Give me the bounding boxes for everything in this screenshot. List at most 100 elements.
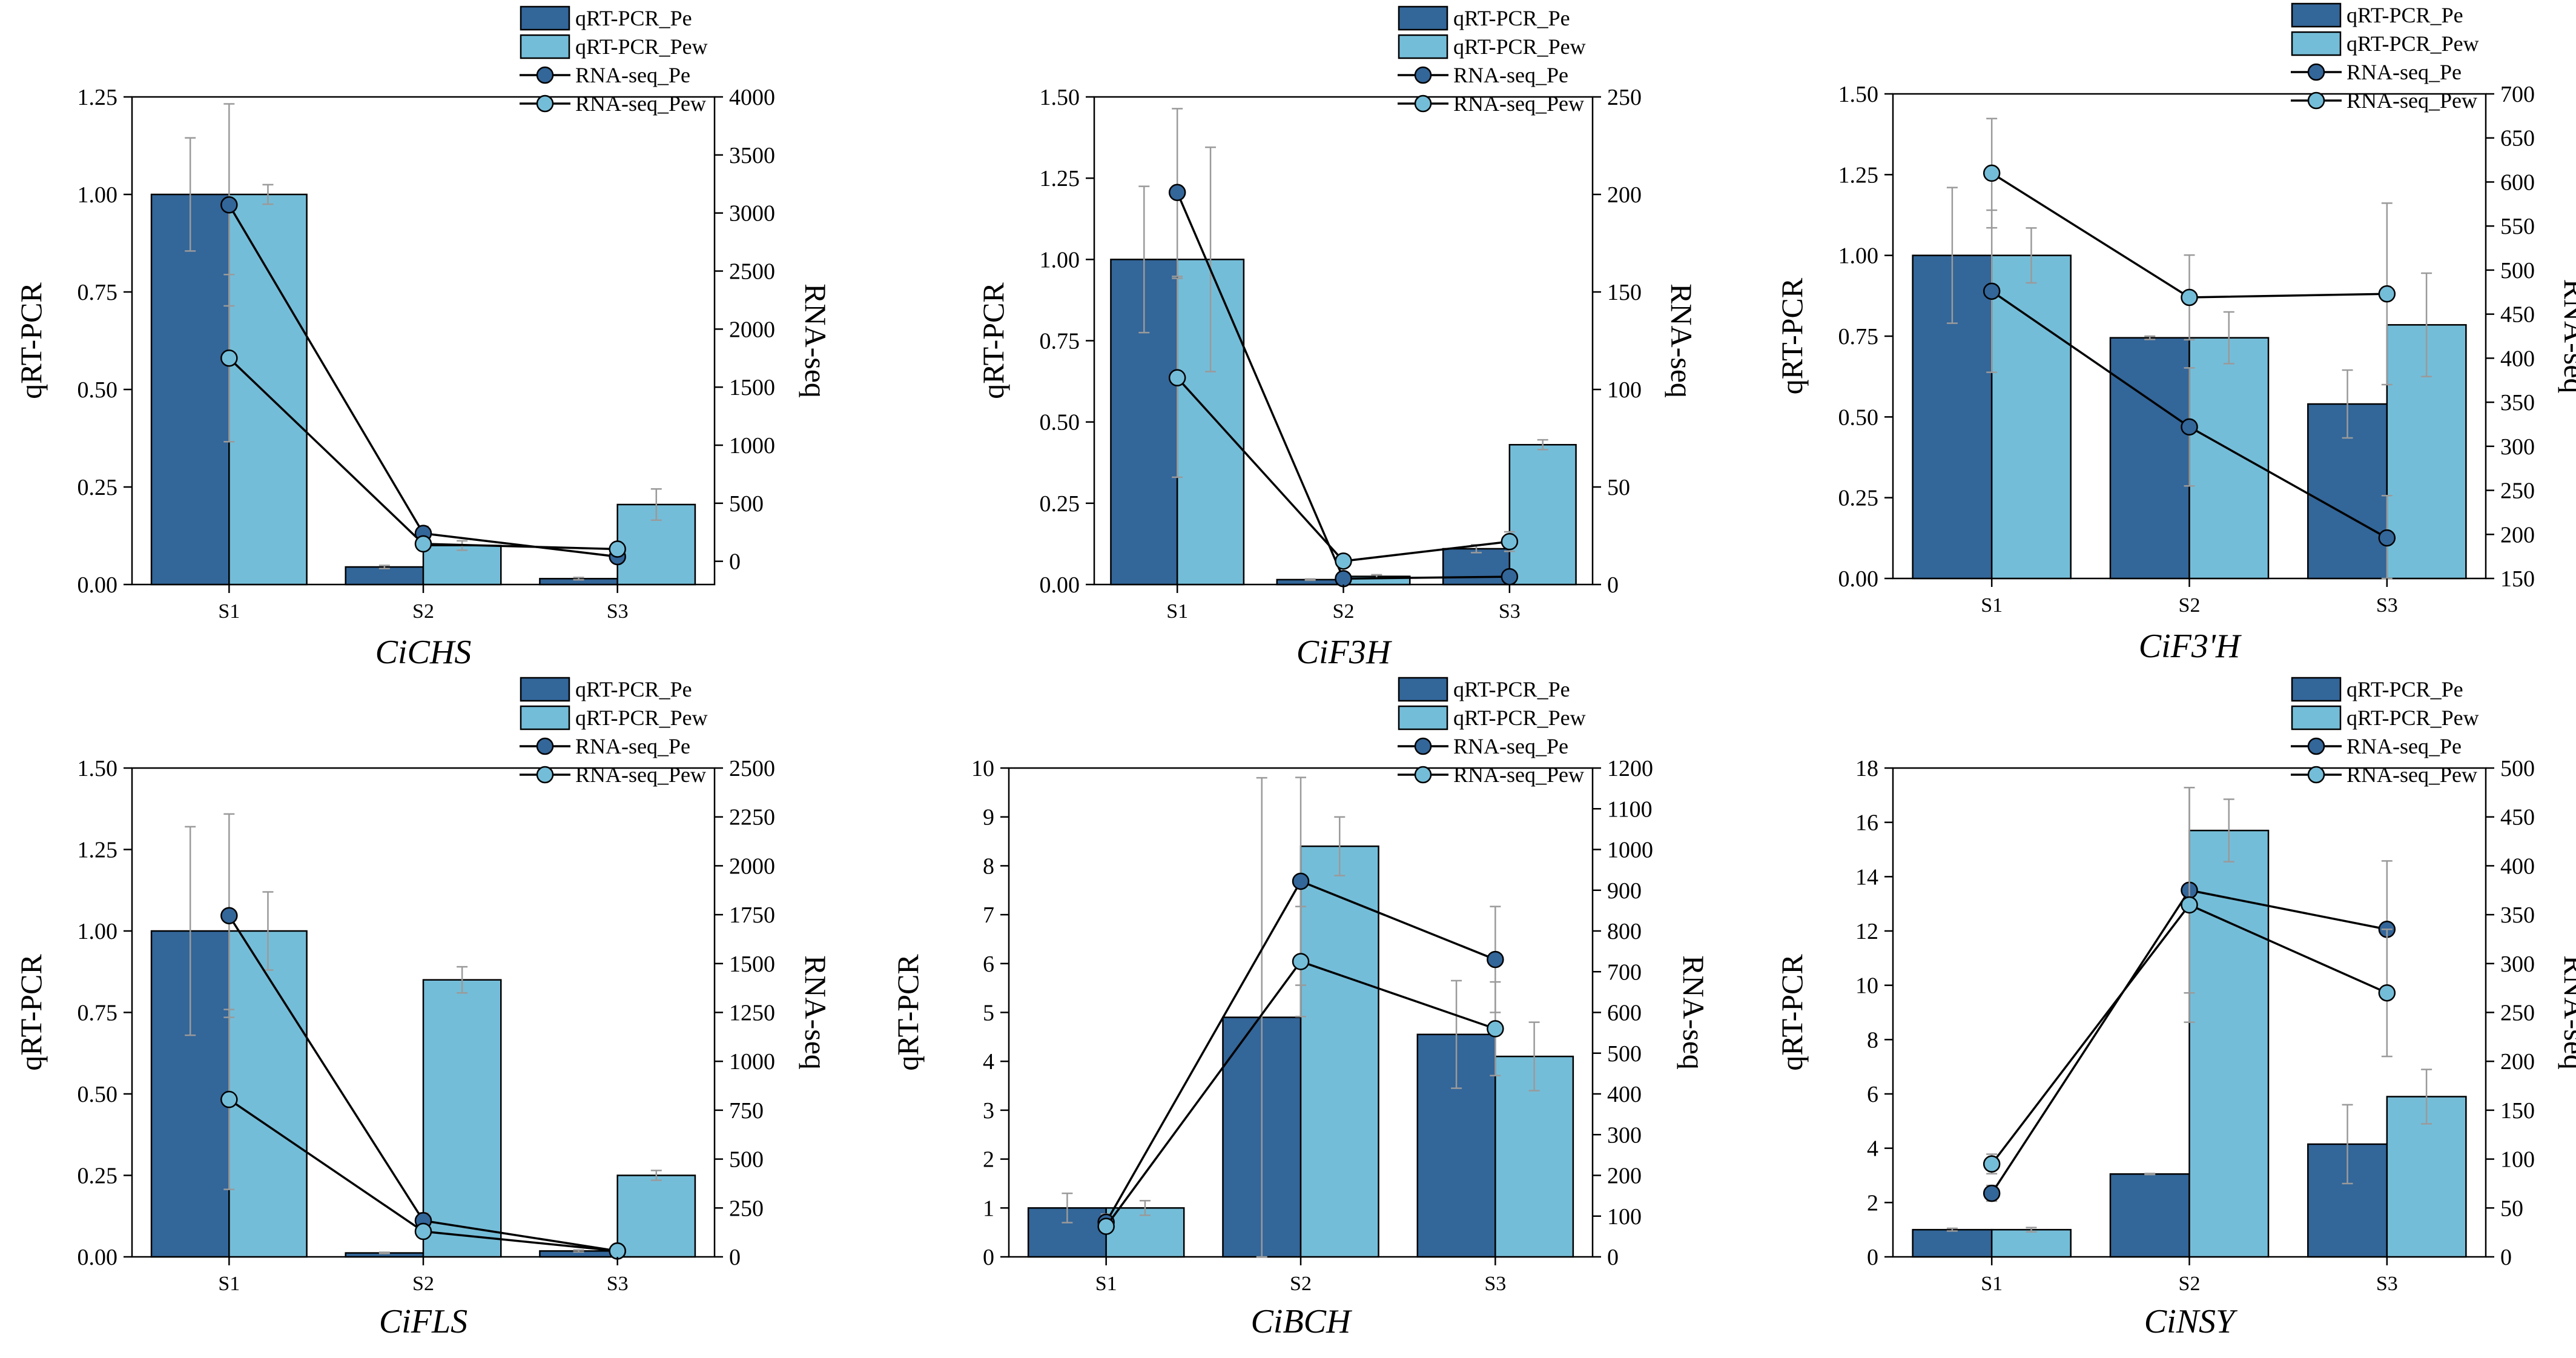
point-pe-s1 — [1983, 1184, 2001, 1202]
bar-pe-s3 — [1442, 548, 1511, 586]
point-pew-s3 — [1487, 1020, 1504, 1038]
y2-tick-label: 800 — [1607, 919, 1642, 944]
point-pew-s3 — [2378, 984, 2396, 1002]
x-tick-label: S3 — [2376, 1273, 2398, 1295]
point-pew-s2 — [2181, 896, 2198, 914]
y-tick-label: 2 — [1867, 1190, 1878, 1216]
legend-swatch-pew — [1398, 34, 1448, 59]
y-tick-label: 0.25 — [78, 1164, 118, 1189]
x-tick-label: S2 — [412, 1273, 434, 1295]
point-pe-s3 — [1487, 950, 1504, 969]
bar-pe-s2 — [345, 566, 424, 586]
x-tick-label: S3 — [2376, 594, 2398, 617]
legend-swatch-pe — [2291, 2, 2342, 28]
y2-tick-label: 1000 — [729, 433, 775, 459]
y-tick-label: 1.00 — [1040, 247, 1080, 273]
legend-swatch-pe — [2291, 677, 2342, 702]
y2-tick-label: 500 — [729, 1147, 764, 1173]
y2-tick-label: 150 — [2500, 1098, 2535, 1124]
panel-cinsy: 0 2 4 6 8 10 12 14 16 18 0 50 100 150 200 250 300 350 400 4… — [1775, 677, 2576, 1340]
y2-tick-label: 2500 — [729, 756, 775, 781]
legend-marker-pew — [2307, 766, 2325, 784]
y2-tick-label: 100 — [1607, 1204, 1642, 1230]
legend-swatch-pew — [2291, 31, 2342, 56]
x-tick-label: S1 — [1981, 594, 2003, 617]
y-tick-label: 0.00 — [78, 1245, 118, 1270]
x-tick-label: S1 — [1166, 600, 1188, 623]
y-tick-label: 0.25 — [1040, 491, 1080, 517]
legend-swatch-pew — [1398, 705, 1448, 730]
y-axis-title: qRT-PCR — [1775, 954, 1809, 1071]
point-pew-s3 — [2378, 285, 2396, 303]
y-tick-label: 0.50 — [78, 1082, 118, 1107]
y2-tick-label: 100 — [2500, 1147, 2535, 1173]
y-tick-label: 1 — [983, 1196, 994, 1221]
legend-label: qRT-PCR_Pe — [575, 677, 692, 701]
y-axis-title: qRT-PCR — [14, 282, 48, 399]
x-tick-label: S2 — [1333, 600, 1355, 623]
y2-tick-label: 1500 — [729, 375, 775, 400]
legend-swatch-pew — [520, 34, 570, 59]
y-tick-label: 0.50 — [1838, 405, 1879, 430]
point-pew-s1 — [1983, 1155, 2001, 1173]
panel-cifls: 0.00 0.25 0.50 0.75 1.00 1.25 1.50 0 250 500 750 10… — [14, 677, 833, 1340]
y2-tick-label: 500 — [2500, 756, 2535, 781]
y2-axis-title: RNA-seq — [1665, 283, 1699, 398]
y-tick-label: 1.50 — [1040, 85, 1080, 110]
y2-tick-label: 1250 — [729, 1001, 775, 1026]
legend-label: RNA-seq_Pew — [575, 763, 706, 787]
y-tick-label: 12 — [1855, 919, 1878, 944]
legend-swatch-pe — [1398, 5, 1448, 31]
point-pe-s1 — [1983, 282, 2001, 300]
panel-caption: CiF3H — [1296, 634, 1392, 671]
y-tick-label: 1.50 — [1838, 82, 1879, 107]
y-tick-label: 0 — [983, 1245, 994, 1270]
y-tick-label: 10 — [971, 756, 994, 781]
y2-tick-label: 0 — [1607, 572, 1619, 598]
point-pe-s2 — [2181, 418, 2198, 436]
point-pew-s2 — [414, 1222, 432, 1240]
y2-tick-label: 1000 — [729, 1049, 775, 1075]
legend-swatch-pe — [1398, 677, 1448, 702]
x-tick-label: S3 — [1499, 600, 1521, 623]
legend-label: qRT-PCR_Pe — [1453, 6, 1570, 30]
y2-tick-label: 200 — [2500, 1049, 2535, 1075]
y2-tick-label: 0 — [729, 1245, 741, 1270]
y-tick-label: 6 — [983, 952, 994, 977]
legend-marker-pe — [2307, 737, 2325, 755]
x-tick-label: S2 — [2179, 594, 2201, 617]
legend-swatch-pe — [520, 677, 570, 702]
y-tick-label: 0.00 — [78, 572, 118, 598]
y2-tick-label: 0 — [2500, 1245, 2512, 1270]
point-pew-s3 — [609, 1242, 626, 1260]
point-pew-s3 — [1501, 532, 1519, 551]
y-tick-label: 1.25 — [1838, 162, 1879, 188]
y2-tick-label: 300 — [1607, 1122, 1642, 1148]
point-pe-s3 — [1501, 568, 1519, 586]
x-tick-label: S3 — [607, 600, 629, 623]
legend-label: qRT-PCR_Pew — [1453, 35, 1586, 59]
x-tick-label: S2 — [2179, 1273, 2201, 1295]
point-pew-s1 — [1983, 164, 2001, 182]
y-tick-label: 4 — [983, 1049, 994, 1075]
x-tick-label: S1 — [218, 1273, 240, 1295]
y2-axis-title: RNA-seq — [799, 283, 833, 398]
y2-tick-label: 250 — [1607, 85, 1642, 110]
y2-tick-label: 400 — [2500, 346, 2535, 371]
legend-marker-pew — [2307, 91, 2325, 110]
legend-marker-pe — [536, 66, 554, 84]
y-tick-label: 0.75 — [1838, 324, 1879, 349]
y2-tick-label: 2500 — [729, 259, 775, 285]
y2-axis-title: RNA-seq — [2558, 955, 2576, 1070]
legend-label: qRT-PCR_Pew — [1453, 706, 1586, 730]
y-tick-label: 1.50 — [78, 756, 118, 781]
y-tick-label: 1.00 — [78, 919, 118, 944]
legend-swatch-pew — [520, 705, 570, 730]
legend-label: qRT-PCR_Pew — [575, 35, 708, 59]
y-tick-label: 0 — [1867, 1245, 1878, 1270]
y2-tick-label: 2000 — [729, 317, 775, 342]
legend-marker-pew — [536, 766, 554, 784]
legend-label: RNA-seq_Pe — [575, 734, 690, 758]
y-tick-label: 0.50 — [78, 377, 118, 403]
panel-cichs: 0.00 0.25 0.50 0.75 1.00 1.25 0 500 1000 1500 2000… — [14, 5, 833, 671]
